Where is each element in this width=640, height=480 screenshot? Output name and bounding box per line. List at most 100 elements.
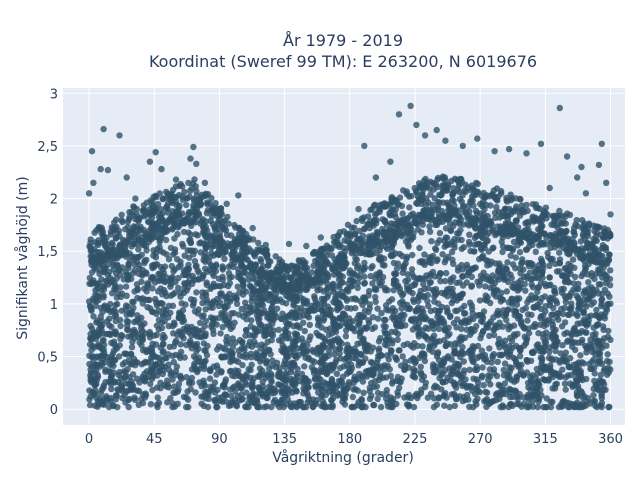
scatter-point	[432, 245, 439, 252]
scatter-point	[168, 280, 175, 288]
scatter-point	[245, 276, 252, 283]
scatter-point	[289, 381, 297, 388]
scatter-point	[123, 292, 130, 299]
scatter-point	[598, 403, 605, 411]
scatter-point	[378, 310, 385, 317]
scatter-point	[419, 350, 427, 357]
scatter-point	[272, 253, 279, 260]
scatter-point	[468, 355, 475, 363]
scatter-point	[471, 390, 479, 398]
scatter-point	[191, 308, 199, 315]
scatter-point	[503, 197, 510, 204]
scatter-point	[349, 325, 356, 332]
scatter-point	[88, 269, 96, 276]
scatter-point	[510, 238, 518, 246]
scatter-point	[210, 384, 217, 391]
scatter-point	[231, 238, 238, 246]
scatter-point	[259, 275, 266, 282]
scatter-point	[462, 310, 469, 317]
scatter-point	[118, 217, 125, 224]
scatter-point	[142, 296, 149, 303]
scatter-point	[209, 326, 217, 333]
scatter-point	[318, 306, 325, 313]
scatter-point	[86, 360, 93, 368]
scatter-point	[183, 201, 190, 209]
scatter-point	[537, 364, 545, 371]
scatter-point	[450, 190, 457, 197]
scatter-point	[103, 393, 110, 400]
scatter-point	[302, 280, 309, 287]
scatter-point	[200, 312, 207, 319]
scatter-point	[274, 401, 281, 408]
scatter-point	[395, 282, 402, 289]
scatter-point	[478, 246, 485, 253]
scatter-point	[129, 338, 136, 345]
scatter-point	[155, 399, 163, 407]
scatter-point	[164, 377, 171, 384]
scatter-point	[86, 302, 94, 310]
scatter-point	[331, 351, 338, 358]
scatter-point	[254, 399, 261, 406]
scatter-point	[304, 392, 312, 400]
scatter-point	[518, 403, 525, 410]
scatter-point	[280, 360, 288, 368]
scatter-point	[369, 344, 377, 351]
scatter-point	[106, 315, 113, 322]
scatter-point	[369, 280, 376, 287]
scatter-point	[394, 392, 402, 399]
scatter-point	[509, 261, 517, 268]
scatter-point	[235, 347, 242, 354]
scatter-point	[349, 393, 356, 401]
scatter-point	[447, 370, 454, 378]
scatter-point	[158, 357, 166, 364]
scatter-point	[528, 296, 535, 303]
scatter-point	[137, 295, 144, 303]
scatter-point	[144, 304, 151, 311]
scatter-point	[325, 291, 332, 298]
scatter-point	[247, 305, 254, 312]
scatter-point	[318, 295, 326, 303]
scatter-point	[129, 298, 136, 306]
scatter-point	[99, 233, 107, 240]
scatter-point	[499, 402, 506, 409]
scatter-point	[202, 347, 209, 354]
scatter-point	[110, 246, 117, 253]
scatter-point	[175, 284, 182, 292]
scatter-point	[446, 365, 453, 372]
scatter-point	[192, 219, 199, 226]
scatter-point	[343, 327, 350, 334]
scatter-point	[370, 401, 377, 409]
scatter-point	[340, 394, 348, 401]
scatter-point	[604, 351, 611, 358]
scatter-point	[165, 302, 173, 309]
scatter-point	[355, 362, 362, 369]
scatter-point	[283, 371, 290, 378]
scatter-point	[573, 285, 580, 292]
scatter-point	[203, 281, 210, 288]
scatter-point	[399, 298, 406, 305]
scatter-point	[371, 286, 378, 293]
scatter-point	[487, 284, 494, 292]
scatter-point	[179, 183, 186, 190]
scatter-point	[248, 317, 255, 324]
scatter-point	[240, 241, 247, 248]
scatter-point	[155, 316, 163, 323]
scatter-point	[447, 341, 454, 348]
scatter-point	[339, 279, 346, 286]
scatter-point	[566, 267, 573, 274]
scatter-point	[553, 268, 561, 275]
scatter-point	[561, 330, 568, 338]
scatter-point	[553, 380, 560, 387]
scatter-point	[361, 279, 368, 287]
scatter-point	[387, 372, 394, 380]
scatter-point	[341, 401, 349, 408]
scatter-point	[523, 356, 530, 364]
scatter-point	[535, 395, 543, 402]
scatter-point	[567, 241, 574, 249]
scatter-point	[398, 305, 405, 312]
scatter-point	[579, 232, 587, 239]
scatter-point	[231, 292, 238, 299]
scatter-point	[118, 211, 125, 218]
scatter-point	[565, 251, 573, 258]
scatter-point	[572, 221, 579, 228]
